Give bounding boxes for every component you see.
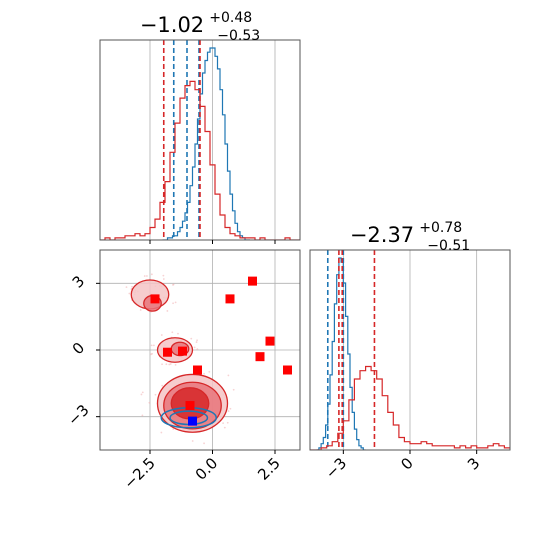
grid-top-left xyxy=(149,40,276,240)
bl-ytick-label-0: −3 xyxy=(64,401,92,429)
bl-red-square-6 xyxy=(265,336,275,346)
histogram-top-left-series xyxy=(100,40,300,240)
bl-scatter-dot-0-14 xyxy=(131,285,133,288)
panel-title-top-left: −1.02 +0.48 −0.53 xyxy=(140,7,260,44)
bl-scatter-dot-0-21 xyxy=(172,283,175,286)
bl-scatter-dot-2-13 xyxy=(191,440,194,442)
bl-scatter-dot-1-7 xyxy=(196,339,198,342)
title-sup-top-left: +0.48 xyxy=(209,10,252,26)
title-main-bottom-right: −2.37 xyxy=(350,223,414,247)
bl-scatter-dot-2-24 xyxy=(208,370,211,373)
bl-scatter-dot-0-29 xyxy=(139,309,142,311)
bl-scatter-dot-2-1 xyxy=(227,374,230,377)
bl-xtick-label-0: −2.5 xyxy=(120,454,158,492)
bl-scatter-dot-0-16 xyxy=(162,274,165,277)
bl-xtick-label-1: 0.0 xyxy=(192,454,222,484)
bl-scatter-dot-1-31 xyxy=(160,334,163,336)
title-sub-top-left: −0.53 xyxy=(217,28,260,44)
bl-scatter-dot-2-36 xyxy=(154,393,157,396)
bl-scatter-dot-0-38 xyxy=(172,302,174,305)
histogram-bottom-right-series xyxy=(310,250,510,450)
bl-scatter-dot-0-0 xyxy=(128,292,131,295)
bl-scatter-dot-1-13 xyxy=(168,363,171,366)
bl-scatter-dot-2-2 xyxy=(172,428,175,431)
axes-frame-top-left xyxy=(99,39,301,241)
grid-bottom-right xyxy=(342,250,478,450)
bl-scatter-dot-1-37 xyxy=(193,346,196,349)
bl-scatter-dot-2-3 xyxy=(226,421,229,424)
bl-scatter-dot-0-37 xyxy=(166,310,169,312)
bl-scatter-dot-1-8 xyxy=(150,344,153,347)
bl-scatter-dot-0-32 xyxy=(125,286,128,289)
bl-scatter-dot-1-30 xyxy=(152,344,155,347)
br-xtick-label-2: 3 xyxy=(464,454,483,473)
bl-red-square-2 xyxy=(225,294,235,304)
bl-red-square-9 xyxy=(185,401,195,411)
bl-scatter-dot-2-9 xyxy=(160,431,163,434)
bl-blue-square-0 xyxy=(188,416,197,426)
histogram-panel-top-left: −1.02 +0.48 −0.53 xyxy=(99,7,301,244)
bl-red-square-0 xyxy=(150,294,160,304)
bl-scatter-dot-2-8 xyxy=(141,414,144,417)
bl-scatter-dot-0-19 xyxy=(162,278,165,280)
bl-scatter-dot-2-11 xyxy=(229,407,232,410)
bl-scatter-dot-0-36 xyxy=(146,275,148,277)
bl-scatter-dot-2-7 xyxy=(203,442,205,445)
bl-red-square-3 xyxy=(163,347,172,357)
bl-scatter-dot-1-15 xyxy=(177,332,179,335)
tl-hist-series-0 xyxy=(162,47,250,240)
bl-red-square-5 xyxy=(193,365,202,375)
bl-scatter-dot-2-33 xyxy=(161,384,164,387)
bl-scatter-dot-1-4 xyxy=(171,331,174,334)
bl-scatter-dot-2-30 xyxy=(222,422,225,425)
title-main-top-left: −1.02 xyxy=(140,13,204,37)
bl-scatter-dot-1-3 xyxy=(165,363,168,366)
scatter-contour-series xyxy=(125,273,292,445)
bl-scatter-dot-2-15 xyxy=(223,426,226,429)
bl-scatter-dot-2-6 xyxy=(148,401,151,404)
bl-red-square-7 xyxy=(255,352,265,362)
bl-scatter-dot-1-10 xyxy=(190,337,193,340)
bl-red-square-1 xyxy=(248,276,257,286)
bl-ytick-label-2: 3 xyxy=(69,272,88,291)
bl-scatter-dot-2-20 xyxy=(203,372,205,375)
bl-scatter-dot-2-35 xyxy=(232,388,235,391)
ticks-top-left xyxy=(149,240,276,244)
bl-scatter-dot-2-26 xyxy=(174,363,177,366)
scatter-contour-panel-bottom-left: −2.5 0.0 2.5 −3 0 3 xyxy=(64,249,301,493)
panel-title-bottom-right: −2.37 +0.78 −0.51 xyxy=(350,217,470,254)
br-xtick-label-0: −3 xyxy=(322,454,350,482)
bl-scatter-dot-0-11 xyxy=(174,301,177,304)
bl-red-square-8 xyxy=(283,365,292,375)
bl-scatter-dot-1-34 xyxy=(195,341,198,343)
title-sup-bottom-right: +0.78 xyxy=(419,220,462,236)
bl-red-square-4 xyxy=(178,346,187,356)
bl-scatter-dot-0-22 xyxy=(150,273,153,276)
bl-scatter-dot-2-22 xyxy=(227,410,230,412)
bl-scatter-dot-2-17 xyxy=(140,393,143,396)
bl-xtick-label-2: 2.5 xyxy=(254,454,284,484)
br-xtick-label-1: 0 xyxy=(397,454,416,473)
title-sub-bottom-right: −0.51 xyxy=(427,238,470,254)
br-hist-series-0 xyxy=(316,257,366,450)
bl-ytick-label-1: 0 xyxy=(69,339,88,358)
bl-scatter-dot-1-14 xyxy=(161,363,163,366)
br-hist-series-1 xyxy=(310,365,510,450)
bl-scatter-dot-1-32 xyxy=(169,363,172,365)
bl-scatter-dot-1-29 xyxy=(196,348,199,351)
bl-scatter-dot-1-39 xyxy=(150,353,152,356)
histogram-panel-bottom-right: −3 0 3 −2.37 +0.78 −0.51 xyxy=(309,217,511,482)
bl-scatter-dot-0-5 xyxy=(143,275,146,277)
bl-scatter-dot-2-4 xyxy=(141,391,144,394)
ticks-bottom-right: −3 0 3 xyxy=(322,450,483,482)
